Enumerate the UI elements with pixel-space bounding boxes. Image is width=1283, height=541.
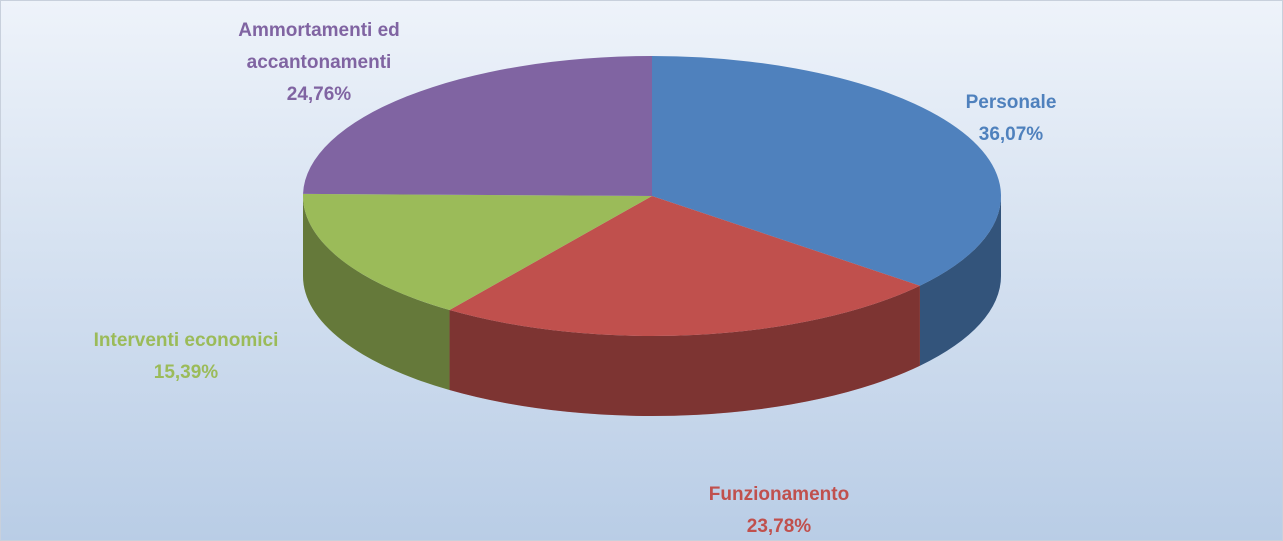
value-label: 24,76% <box>286 84 352 105</box>
slice <box>303 56 652 196</box>
slice-side <box>303 196 450 391</box>
data-label: Interventi economici 15,39% <box>46 325 326 389</box>
category-label: Ammortamenti ed accantonamenti <box>238 20 400 73</box>
category-label: Personale <box>965 92 1057 113</box>
value-label: 15,39% <box>153 362 219 383</box>
slice-side <box>919 196 1001 366</box>
data-label: Funzionamento 23,78% <box>659 479 899 540</box>
value-label: 36,07% <box>978 124 1044 145</box>
side-shade <box>449 285 920 416</box>
data-label: Personale 36,07% <box>911 87 1111 151</box>
slice <box>652 56 1002 286</box>
category-label: Funzionamento <box>708 484 850 505</box>
slice <box>449 196 920 336</box>
category-label: Interventi economici <box>93 330 279 351</box>
data-label: Ammortamenti ed accantonamenti 24,76% <box>189 15 449 111</box>
side-shade <box>303 196 450 391</box>
value-label: 23,78% <box>746 516 812 537</box>
slice-side <box>449 285 920 416</box>
slice <box>303 193 652 311</box>
side-shade <box>919 196 1001 366</box>
